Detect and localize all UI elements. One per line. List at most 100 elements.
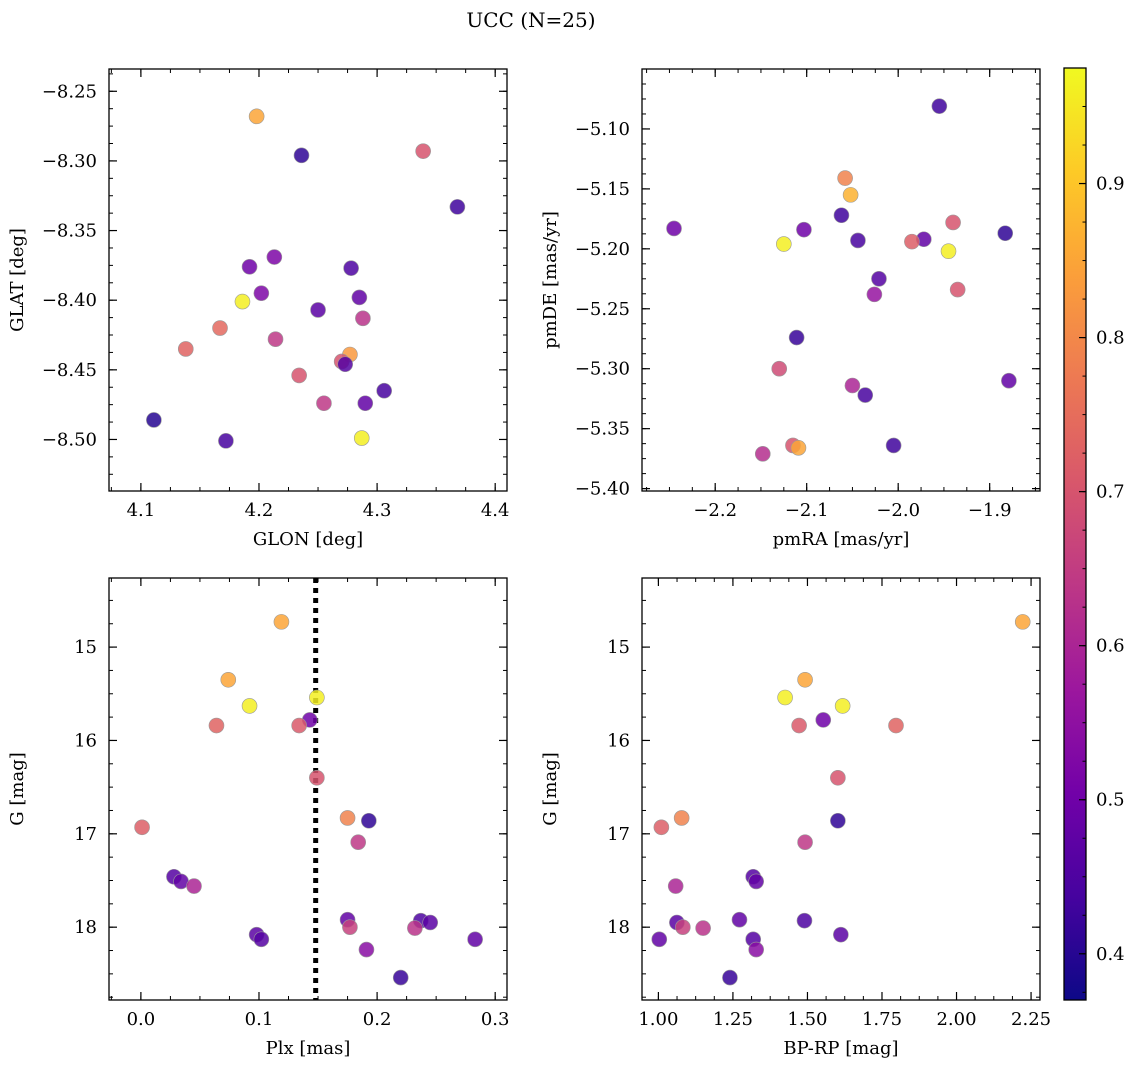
x-tick-label: 0.2 [363,1009,392,1030]
scatter-point [241,698,258,714]
scatter-point [267,331,284,347]
scatter-point [273,614,290,630]
y-tick-label: −8.40 [42,290,97,311]
scatter-point [842,187,859,203]
scatter-point [309,689,325,706]
scatter-point [834,698,851,714]
scatter-point [449,199,466,215]
scatter-point [885,437,902,454]
scatter-point [949,281,966,298]
scatter-point [754,446,771,462]
scatter-point [186,878,202,894]
scatter-point [1001,372,1017,389]
y-tick-label: 18 [607,917,630,938]
y-tick-label: 15 [607,637,630,658]
scatter-point [675,919,691,935]
scatter-point [844,377,861,394]
x-tick-label: −1.9 [968,500,1012,521]
x-tick-label: 1.50 [787,1009,827,1030]
scatter-point [940,243,957,260]
y-tick-label: −8.45 [42,360,97,381]
scatter-point [310,302,326,318]
x-tick-label: −2.2 [693,500,737,521]
axes-frame [641,68,1041,492]
figure-title: UCC (N=25) [466,8,595,32]
y-axis-label: pmDE [mas/yr] [540,211,561,349]
x-tick-label: 1.25 [713,1009,753,1030]
scatter-point [796,221,812,238]
x-tick-label: 2.00 [936,1009,976,1030]
scatter-point [790,440,807,456]
scatter-point [833,926,849,943]
colorbar-tick-label: 0.5 [1096,790,1125,811]
scatter-point [146,412,162,428]
scatter-point [815,712,832,728]
scatter-point [355,310,371,327]
x-axis-label: GLON [deg] [253,529,363,550]
scatter-point [339,810,356,826]
scatter-point [361,812,377,829]
scatter-point [266,249,283,265]
scatter-point [748,873,764,890]
scatter-point [731,911,748,928]
scatter-point [945,214,961,231]
scatter-point [253,285,270,302]
y-tick-label: −5.20 [575,239,630,260]
scatter-point [134,819,150,836]
scatter-point [777,689,793,706]
y-axis-label: G [mag] [7,752,28,825]
scatter-point [415,143,431,159]
y-tick-label: 17 [74,824,97,845]
axes-frame [108,68,508,492]
scatter-point [904,233,920,250]
scatter-point [866,286,883,303]
colorbar-tick-label: 0.6 [1096,636,1125,657]
colorbar-tick-label: 0.9 [1096,174,1125,195]
x-tick-label: 1.75 [862,1009,902,1030]
scatter-point [791,717,807,734]
x-axis-label: BP-RP [mag] [783,1038,898,1059]
scatter-point [830,812,846,829]
scatter-point [309,769,325,786]
scatter-point [673,810,690,826]
axes-frame [108,577,508,1001]
scatter-point [797,834,813,851]
y-axis-label: G [mag] [540,752,561,825]
scatter-point [997,225,1014,242]
scatter-point [342,919,358,935]
scatter-point [316,395,332,412]
panel-glon-glat: 4.1 4.2 4.3 4.4 −8.25 −8.30 −8.35 −8.40 −8.45 −8.… [7,68,510,550]
scatter-point [667,878,684,894]
axes-frame [641,577,1041,1001]
y-tick-label: −5.40 [575,479,630,500]
y-tick-label: −5.15 [575,179,630,200]
x-tick-label: 2.25 [1011,1009,1051,1030]
y-tick-label: −8.50 [42,429,97,450]
colorbar-tick-label: 0.4 [1096,944,1125,965]
scatter-point [888,717,904,734]
scatter-point [392,969,409,986]
y-tick-label: −8.30 [42,151,97,172]
scatter-point [208,717,225,734]
y-tick-label: −8.25 [42,81,97,102]
y-tick-label: 15 [74,637,97,658]
scatter-point [796,912,813,929]
y-tick-label: 18 [74,917,97,938]
scatter-point [357,395,374,412]
scatter-point [291,717,307,734]
scatter-point [212,320,228,336]
scatter-point [253,931,270,948]
y-axis-label: GLAT [deg] [7,228,28,332]
scatter-point [422,914,439,931]
panel-pmra-pmde: −2.2 −2.1 −2.0 −1.9 −5.10 −5.15 −5.20 −5.25 −5.3… [540,68,1041,550]
y-tick-label: −5.30 [575,359,630,380]
scatter-point [358,941,375,958]
scatter-point [291,367,307,384]
scatter-point [695,920,711,936]
y-tick-label: 17 [607,824,630,845]
scatter-point [343,260,359,276]
scatter-point [218,433,234,449]
scatter-point [776,236,792,252]
x-tick-label: 4.3 [363,500,392,521]
